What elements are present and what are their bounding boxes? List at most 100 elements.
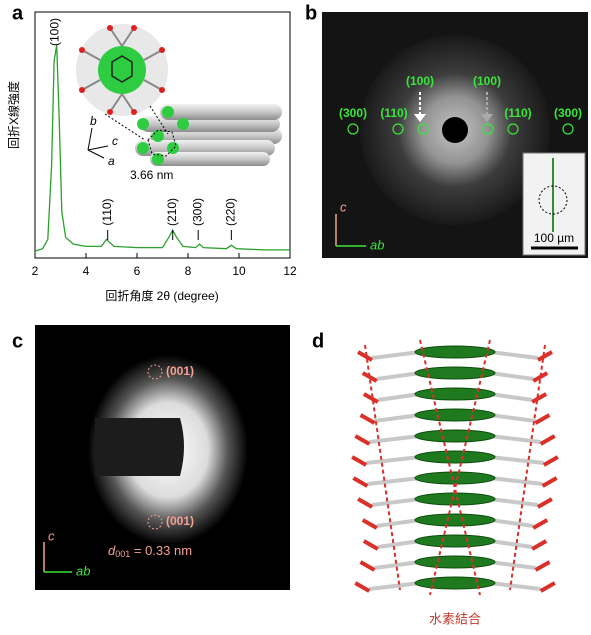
end-group (539, 434, 556, 446)
panel-b: b (300) (110) (100) (100) (110) (300) 10… (305, 2, 588, 258)
decoration (79, 47, 85, 53)
side-chain (489, 539, 533, 549)
peak-label: (210) (165, 198, 179, 226)
peak-label: (110) (100, 198, 114, 225)
decoration (109, 93, 123, 113)
decoration (152, 130, 164, 142)
panel-a: a 回折角度 2θ (degree) 回折X線強度 (6, 2, 297, 303)
decoration (482, 123, 494, 135)
decoration (159, 87, 165, 93)
d-subscript: 001 (115, 549, 130, 559)
rod-bundle (135, 104, 282, 166)
axis-c: c (340, 199, 347, 214)
side-chain (369, 434, 421, 444)
decoration (87, 127, 93, 151)
core-ring (111, 55, 133, 83)
peak-label: (300) (190, 198, 204, 226)
arrow-head (414, 114, 426, 122)
reflection-label: (001) (166, 364, 194, 378)
peak-label: (100) (48, 18, 62, 46)
peak-label: (220) (224, 198, 238, 226)
zoom-line (149, 105, 169, 135)
reflection-label: (110) (504, 106, 531, 120)
plot-frame (34, 11, 291, 259)
side-chain (365, 455, 421, 465)
panel-letter: c (12, 330, 23, 352)
reflection-ring (147, 364, 163, 380)
aromatic-core (414, 345, 496, 359)
x-tick-label: 12 (283, 264, 297, 278)
aromatic-core (414, 576, 496, 590)
aromatic-core (414, 555, 496, 569)
side-chain (377, 392, 421, 402)
end-group (362, 392, 379, 404)
side-chain (371, 497, 421, 507)
hydrogen-bond (364, 344, 401, 591)
side-chain (489, 497, 539, 507)
side-chain (489, 371, 534, 381)
decoration (87, 145, 109, 151)
spacing-label: 3.66 nm (130, 168, 173, 182)
decoration (347, 123, 359, 135)
end-group (354, 581, 371, 593)
core (98, 46, 146, 94)
reflection-label: (300) (339, 106, 367, 120)
decoration (107, 109, 113, 115)
decoration (143, 79, 163, 91)
end-group (534, 560, 551, 572)
aromatic-core (414, 534, 496, 548)
d-value: = 0.33 nm (130, 543, 192, 558)
side-chain (489, 560, 536, 570)
panel-letter: a (12, 2, 24, 24)
decoration (137, 142, 149, 154)
end-group (359, 413, 376, 425)
side-chain (489, 350, 539, 360)
reflection-ring (147, 514, 163, 530)
decoration (121, 93, 135, 113)
end-group (532, 371, 549, 383)
reflection-label: (300) (554, 106, 582, 120)
side-chain (489, 392, 533, 402)
decoration (417, 123, 429, 135)
decoration (160, 104, 282, 120)
molecular-stack (351, 339, 559, 596)
reflection-rings (347, 123, 574, 135)
panel-d: d 水素結合 (312, 330, 559, 626)
end-group (542, 455, 559, 467)
end-group (352, 476, 369, 488)
reflection-label: (110) (380, 106, 407, 120)
panel-c: c (001) (001) d001 = 0.33 nm c ab (12, 325, 290, 590)
aromatic-core (414, 387, 496, 401)
end-group (361, 518, 378, 530)
side-chain (376, 518, 421, 528)
aromatic-core (414, 408, 496, 422)
aromatic-core (414, 366, 496, 380)
decoration (562, 123, 574, 135)
aromatic-core (414, 429, 496, 443)
end-group (357, 497, 374, 509)
decoration (79, 87, 85, 93)
beam-stop (95, 418, 184, 476)
x-tick-label: 10 (232, 264, 246, 278)
decoration (109, 27, 123, 47)
side-chain (377, 539, 421, 549)
axis-a: a (108, 154, 115, 168)
x-axis-label: 回折角度 2θ (degree) (105, 288, 218, 303)
end-group (354, 434, 371, 446)
decoration (121, 27, 135, 47)
hydrogen-bond (419, 339, 481, 596)
side-chain (374, 413, 421, 423)
end-group (361, 371, 378, 383)
end-group (531, 392, 548, 404)
end-group (534, 413, 551, 425)
end-group (536, 497, 553, 509)
beam-spot (538, 185, 568, 215)
axis-ab: ab (76, 563, 90, 578)
axis-b: b (90, 114, 97, 128)
side-chain (374, 560, 421, 570)
axis-c: c (48, 528, 55, 543)
end-group (362, 539, 379, 551)
hydrogen-bond (509, 344, 546, 591)
end-group (537, 350, 553, 362)
decoration (137, 118, 149, 130)
